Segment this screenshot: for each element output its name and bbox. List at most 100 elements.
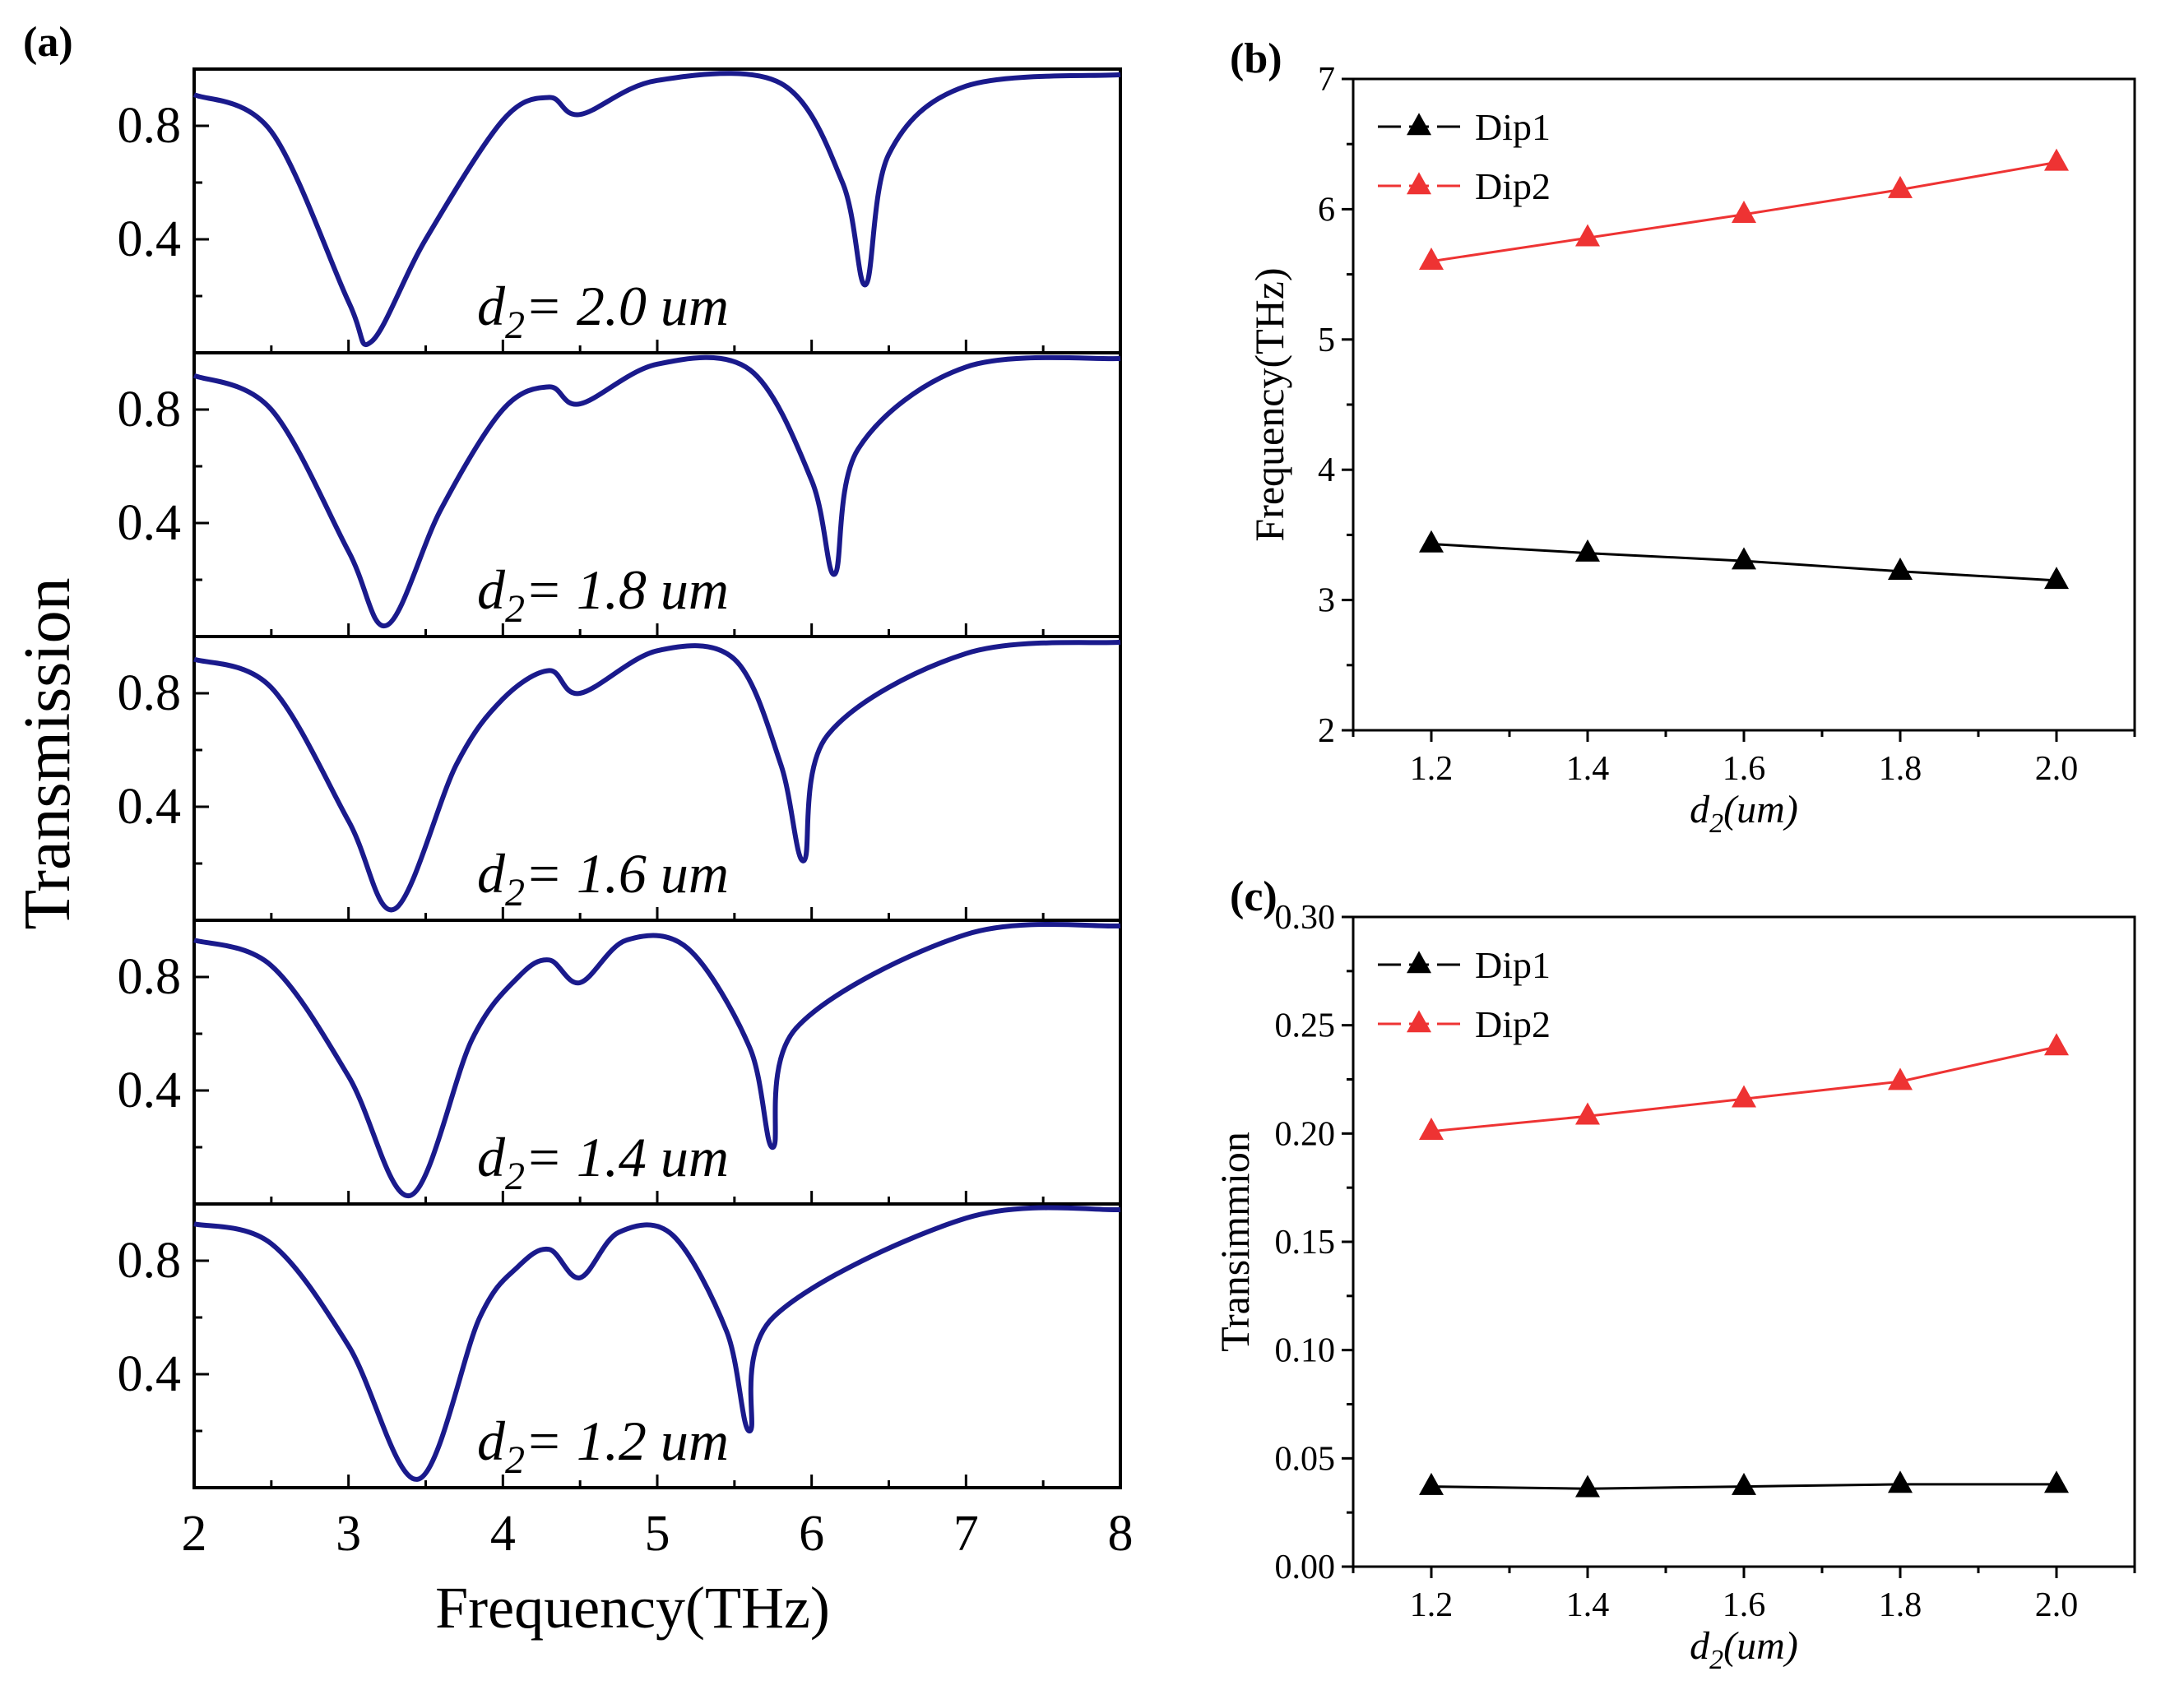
data-point	[1575, 1102, 1600, 1125]
y-tick-label: 0.4	[118, 779, 182, 835]
label-value: = 1.8 um	[525, 558, 729, 621]
x-axis-title-subscript: 2	[1709, 808, 1723, 839]
x-axis-title-unit: (um)	[1723, 1624, 1798, 1668]
x-tick-label: 2.0	[2035, 750, 2079, 788]
y-tick-label: 0.8	[118, 665, 182, 721]
x-tick-label: 1.6	[1723, 750, 1766, 788]
data-point	[2044, 1470, 2069, 1493]
y-tick-label: 0.8	[118, 1233, 182, 1289]
y-tick-label: 4	[1318, 451, 1335, 489]
x-tick-label: 1.4	[1566, 1586, 1610, 1624]
subplot-3: 0.8 0.4 d2= 1.6 um	[118, 635, 1122, 922]
data-point	[1575, 224, 1600, 247]
panel-label-c: (c)	[1230, 873, 1277, 920]
y-tick-label: 0.8	[118, 98, 182, 154]
label-value: = 2.0 um	[525, 275, 729, 337]
panel-label-b: (b)	[1230, 35, 1282, 82]
data-point	[1732, 1472, 1756, 1495]
y-tick-label: 0.8	[118, 949, 182, 1005]
panel-label-a: (a)	[23, 19, 73, 66]
y-tick-label: 0.10	[1275, 1332, 1336, 1370]
label-d: d	[477, 1126, 506, 1188]
y-axis-title: Frequency(THz)	[1246, 267, 1292, 541]
legend-marker	[1407, 951, 1431, 974]
x-axis-title: d2(um)	[1690, 788, 1798, 839]
series-dip2	[1419, 1033, 2069, 1140]
x-axis-title-subscript: 2	[1709, 1645, 1723, 1675]
series-dip1	[1419, 1470, 2069, 1498]
data-point	[1732, 200, 1756, 223]
x-tick-label: 6	[799, 1506, 824, 1562]
spectrum-curve	[192, 71, 1121, 348]
y-tick-label: 0.30	[1275, 899, 1336, 937]
data-point	[1888, 558, 1913, 581]
data-point	[1575, 1475, 1600, 1498]
label-d: d	[477, 842, 506, 905]
y-tick-label: 0.00	[1275, 1549, 1336, 1586]
subplot-label: d2= 1.8 um	[477, 558, 729, 631]
y-tick-label: 0.25	[1275, 1007, 1336, 1045]
x-tick-label: 1.4	[1566, 750, 1610, 788]
y-tick-label: 0.4	[118, 211, 182, 267]
spectrum-curve	[192, 354, 1121, 629]
y-tick-label: 0.4	[118, 1346, 182, 1402]
data-point	[2044, 148, 2069, 171]
label-subscript: 2	[505, 1438, 525, 1482]
series-dip1	[1419, 530, 2069, 590]
y-tick-label: 5	[1318, 322, 1335, 359]
subplot-label: d2= 2.0 um	[477, 275, 729, 347]
x-tick-label: 2	[182, 1506, 207, 1562]
plot-frame	[1352, 915, 2136, 1568]
legend-label-dip1: Dip1	[1475, 944, 1551, 986]
x-axis-title-d: d	[1690, 788, 1710, 831]
data-point	[1419, 248, 1444, 271]
legend-label-dip2: Dip2	[1475, 1003, 1551, 1045]
legend-marker	[1407, 113, 1431, 136]
x-axis-title: Frequency(THz)	[435, 1575, 830, 1641]
spectrum-curve	[193, 1205, 1121, 1482]
data-point	[1732, 1085, 1756, 1108]
subplot-label: d2= 1.2 um	[477, 1410, 729, 1482]
label-subscript: 2	[505, 1155, 525, 1198]
subplot-1: 0.8 0.4 d2= 2.0 um	[118, 67, 1122, 354]
spectrum-curve	[193, 921, 1121, 1198]
label-value: = 1.2 um	[525, 1410, 729, 1472]
y-tick-label: 0.05	[1275, 1440, 1336, 1478]
subplot-4: 0.8 0.4 d2= 1.4 um	[118, 919, 1122, 1206]
x-tick-label: 1.8	[1879, 1586, 1922, 1624]
y-tick-label: 0.4	[118, 495, 182, 551]
subplot-2: 0.8 0.4 d2= 1.8 um	[118, 351, 1122, 638]
legend-label-dip1: Dip1	[1475, 106, 1551, 148]
x-tick-label: 3	[336, 1506, 361, 1562]
data-point	[2044, 1033, 2069, 1056]
legend-marker	[1407, 172, 1431, 195]
x-axis-title: d2(um)	[1690, 1624, 1798, 1675]
x-tick-label: 8	[1108, 1506, 1134, 1562]
subplot-5: 0.8 0.4 d2= 1.2 um	[118, 1202, 1122, 1489]
data-point	[1888, 1470, 1913, 1493]
data-point	[1419, 1117, 1444, 1140]
data-point	[1419, 530, 1444, 553]
y-tick-label: 0.15	[1275, 1224, 1336, 1262]
spectrum-curve	[192, 639, 1121, 913]
x-tick-label: 1.2	[1410, 750, 1454, 788]
x-tick-label: 4	[490, 1506, 516, 1562]
y-tick-label: 3	[1318, 582, 1335, 620]
label-d: d	[477, 1410, 506, 1472]
subplot-label: d2= 1.6 um	[477, 842, 729, 914]
label-value: = 1.4 um	[525, 1126, 729, 1188]
x-tick-label: 1.6	[1723, 1586, 1766, 1624]
x-tick-label: 2.0	[2035, 1586, 2079, 1624]
label-value: = 1.6 um	[525, 842, 729, 905]
data-point	[1575, 539, 1600, 562]
x-tick-label: 1.2	[1410, 1586, 1454, 1624]
plot-frame	[1352, 77, 2136, 732]
y-tick-label: 0.8	[118, 382, 182, 438]
x-tick-label: 1.8	[1879, 750, 1922, 788]
y-axis-title: Transimmion	[1212, 1132, 1258, 1352]
label-d: d	[477, 558, 506, 621]
panel-c: (c) 0.00 0.05 0.10 0.15 0.20 0.25 0.30 1.2 1.4 1.6…	[1212, 873, 2136, 1675]
